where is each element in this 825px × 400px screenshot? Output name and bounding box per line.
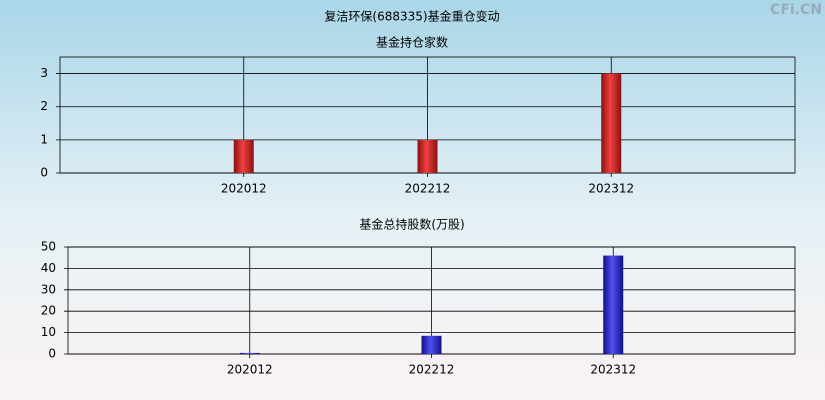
y-tick-label: 2 xyxy=(40,99,48,113)
x-tick-label: 202212 xyxy=(409,363,455,377)
y-tick-label: 3 xyxy=(40,66,48,80)
bar xyxy=(233,139,254,173)
chart-title: 基金持仓家数 xyxy=(376,35,448,50)
y-tick-label: 20 xyxy=(41,304,56,318)
watermark: CFi.CN xyxy=(770,2,822,18)
y-tick-label: 30 xyxy=(41,282,56,296)
bar xyxy=(603,255,624,354)
x-tick-label: 202312 xyxy=(588,182,634,196)
y-tick-label: 1 xyxy=(40,132,48,146)
x-tick-label: 202212 xyxy=(405,182,451,196)
x-tick-label: 202312 xyxy=(590,363,636,377)
y-tick-label: 0 xyxy=(40,166,48,180)
bar xyxy=(417,139,438,173)
y-tick-label: 0 xyxy=(48,347,56,361)
y-tick-label: 50 xyxy=(41,240,56,254)
bar xyxy=(421,335,442,354)
x-tick-label: 202012 xyxy=(227,363,273,377)
page-title: 复洁环保(688335)基金重仓变动 xyxy=(324,9,499,24)
x-tick-label: 202012 xyxy=(221,182,267,196)
y-tick-label: 40 xyxy=(41,261,56,275)
chart-title: 基金总持股数(万股) xyxy=(359,217,464,232)
bar xyxy=(601,73,622,173)
y-tick-label: 10 xyxy=(41,325,56,339)
bar xyxy=(239,352,260,354)
